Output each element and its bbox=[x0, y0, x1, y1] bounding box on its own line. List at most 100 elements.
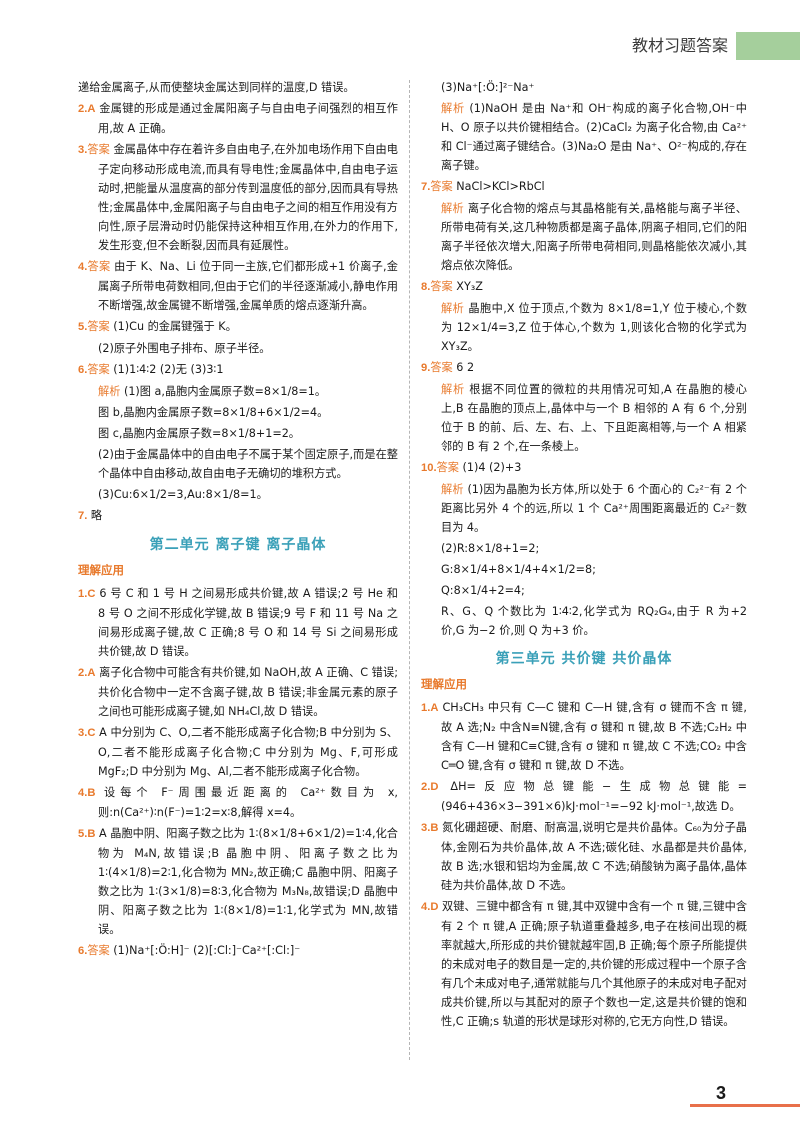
page-number: 3 bbox=[716, 1083, 727, 1103]
item-continuation: (2)原子外围电子排布、原子半径。 bbox=[98, 342, 271, 355]
item-text: 6 号 C 和 1 号 H 之间易形成共价键,故 A 错误;2 号 He 和 8… bbox=[98, 587, 398, 658]
section-heading: 理解应用 bbox=[421, 677, 467, 691]
answer-item: 2.A 离子化合物中可能含有共价键,如 NaOH,故 A 正确、C 错误;共价化… bbox=[78, 663, 398, 721]
item-number: 2.D bbox=[421, 781, 439, 793]
answer-item: 10.答案 (1)4 (2)+3 bbox=[421, 458, 747, 478]
item-number: 2.A bbox=[78, 103, 96, 115]
answer-item: 3.B 氮化硼超硬、耐磨、耐高温,说明它是共价晶体。C₆₀为分子晶体,金刚石为共… bbox=[421, 818, 747, 895]
answer-item: 1.C 6 号 C 和 1 号 H 之间易形成共价键,故 A 错误;2 号 He… bbox=[78, 584, 398, 661]
answer-tag: 答案 bbox=[87, 320, 110, 333]
item-text: (1)Na⁺[:Ö:H]⁻ (2)[:Cl:]⁻Ca²⁺[:Cl:]⁻ bbox=[113, 944, 301, 957]
answer-tag: 答案 bbox=[87, 260, 111, 273]
item-text: 由于 K、Na、Li 位于同一主族,它们都形成+1 价离子,金属离子所带电荷数相… bbox=[98, 260, 398, 312]
item-number: 3.C bbox=[78, 727, 96, 739]
answer-tag: 答案 bbox=[430, 361, 453, 374]
explanation-tag: 解析 bbox=[441, 202, 464, 215]
answer-item: 5.B A 晶胞中阴、阳离子数之比为 1∶(8×1/8+6×1/2)=1∶4,化… bbox=[78, 824, 398, 939]
explanation: 解析 根据不同位置的微粒的共用情况可知,A 在晶胞的棱心上,B 在晶胞的顶点上,… bbox=[421, 380, 747, 456]
header-accent-tab bbox=[736, 32, 800, 60]
answer-tag: 答案 bbox=[87, 363, 110, 376]
left-column: 递给金属离子,从而使整块金属达到同样的温度,D 错误。 2.A 金属键的形成是通过… bbox=[78, 78, 398, 963]
answer-item: 3.答案 金属晶体中存在着许多自由电子,在外加电场作用下自由电子定向移动形成电流… bbox=[78, 140, 398, 255]
item-text: 氮化硼超硬、耐磨、耐高温,说明它是共价晶体。C₆₀为分子晶体,金刚石为共价晶体,… bbox=[441, 821, 747, 892]
explanation-text: (1)NaOH 是由 Na⁺和 OH⁻构成的离子化合物,OH⁻中 H、O 原子以… bbox=[441, 102, 747, 172]
answer-item: 6.答案 (1)Na⁺[:Ö:H]⁻ (2)[:Cl:]⁻Ca²⁺[:Cl:]⁻ bbox=[78, 941, 398, 961]
item-text: (1)4 (2)+3 bbox=[462, 461, 522, 474]
answer-tag: 答案 bbox=[430, 280, 453, 293]
explanation-text: 离子化合物的熔点与其晶格能有关,晶格能与离子半径、所带电荷有关,这几种物质都是离… bbox=[441, 202, 747, 272]
answer-item: 3.C A 中分别为 C、O,二者不能形成离子化合物;B 中分别为 S、O,二者… bbox=[78, 723, 398, 781]
header-title: 教材习题答案 bbox=[631, 36, 728, 55]
answer-item: 6.答案 (1)1∶4∶2 (2)无 (3)3∶1 bbox=[78, 360, 398, 380]
explanation-tag: 解析 bbox=[441, 102, 465, 115]
explanation-tag: 解析 bbox=[441, 483, 464, 496]
item-number: 1.A bbox=[421, 702, 439, 714]
explanation-tag: 解析 bbox=[98, 385, 121, 398]
item-text: ΔH=反应物总键能−生成物总键能=(946+436×3−391×6)kJ·mol… bbox=[441, 780, 747, 813]
section-heading: 理解应用 bbox=[78, 563, 124, 577]
explanation: 解析 离子化合物的熔点与其晶格能有关,晶格能与离子半径、所带电荷有关,这几种物质… bbox=[421, 199, 747, 275]
answer-tag: 答案 bbox=[87, 143, 110, 156]
text-continuation: 递给金属离子,从而使整块金属达到同样的温度,D 错误。 bbox=[78, 81, 355, 94]
right-column: (3)Na⁺[:Ö:]²⁻Na⁺ 解析 (1)NaOH 是由 Na⁺和 OH⁻构成… bbox=[421, 78, 747, 1033]
item-number: 3. bbox=[78, 144, 88, 156]
item-text: 6 2 bbox=[456, 361, 475, 374]
item-text: 离子化合物中可能含有共价键,如 NaOH,故 A 正确、C 错误;共价化合物中一… bbox=[98, 666, 398, 718]
answer-item: 4.D 双键、三键中都含有 π 键,其中双键中含有一个 π 键,三键中含有 2 … bbox=[421, 897, 747, 1031]
answer-item: 2.D ΔH=反应物总键能−生成物总键能=(946+436×3−391×6)kJ… bbox=[421, 777, 747, 816]
item-number: 2.A bbox=[78, 667, 96, 679]
item-number: 6. bbox=[78, 945, 88, 957]
item-number: 9. bbox=[421, 362, 431, 374]
item-text: XY₃Z bbox=[456, 280, 483, 293]
item-number: 5.B bbox=[78, 828, 96, 840]
item-number: 4.B bbox=[78, 787, 96, 799]
item-text: 金属键的形成是通过金属阳离子与自由电子间强烈的相互作用,故 A 正确。 bbox=[98, 102, 398, 135]
item-continuation: 图 c,晶胞内金属原子数=8×1/8+1=2。 bbox=[98, 427, 300, 440]
answer-tag: 答案 bbox=[430, 180, 453, 193]
unit-title: 第三单元 共价键 共价晶体 bbox=[495, 651, 673, 667]
item-number: 8. bbox=[421, 281, 431, 293]
explanation-tag: 解析 bbox=[441, 302, 465, 315]
answer-item: 2.A 金属键的形成是通过金属阳离子与自由电子间强烈的相互作用,故 A 正确。 bbox=[78, 99, 398, 138]
explanation-text: (1)因为晶胞为长方体,所以处于 6 个面心的 C₂²⁻有 2 个距离比另外 4… bbox=[441, 483, 747, 534]
answer-item: 4.答案 由于 K、Na、Li 位于同一主族,它们都形成+1 价离子,金属离子所… bbox=[78, 257, 398, 315]
item-number: 10. bbox=[421, 462, 437, 474]
answer-item: 4.B 设每个 F⁻周围最近距离的 Ca²⁺数目为 x,则:n(Ca²⁺)∶n(… bbox=[78, 783, 398, 822]
explanation-tag: 解析 bbox=[441, 383, 465, 396]
explanation: 解析 晶胞中,X 位于顶点,个数为 8×1/8=1,Y 位于棱心,个数为 12×… bbox=[421, 299, 747, 356]
item-text: A 中分别为 C、O,二者不能形成离子化合物;B 中分别为 S、O,二者不能形成… bbox=[98, 726, 398, 778]
item-number: 5. bbox=[78, 321, 88, 333]
unit-title: 第二单元 离子键 离子晶体 bbox=[149, 537, 327, 553]
explanation: 解析 (1)图 a,晶胞内金属原子数=8×1/8=1。 bbox=[78, 382, 398, 401]
answer-tag: 答案 bbox=[87, 944, 110, 957]
item-number: 4. bbox=[78, 261, 88, 273]
item-text: 双键、三键中都含有 π 键,其中双键中含有一个 π 键,三键中含有 2 个 π … bbox=[441, 900, 748, 1028]
answer-item: 5.答案 (1)Cu 的金属键强于 K。 bbox=[78, 317, 398, 337]
item-continuation: G:8×1/4+8×1/4+4×1/2=8; bbox=[441, 563, 596, 576]
item-text: NaCl>KCl>RbCl bbox=[456, 180, 545, 193]
item-number: 3.B bbox=[421, 822, 439, 834]
item-text: 略 bbox=[90, 509, 103, 522]
page-number-underline bbox=[690, 1104, 800, 1107]
item-continuation: (2)由于金属晶体中的自由电子不属于某个固定原子,而是在整个晶体中自由移动,故自… bbox=[98, 448, 398, 480]
explanation-text: 晶胞中,X 位于顶点,个数为 8×1/8=1,Y 位于棱心,个数为 12×1/4… bbox=[441, 302, 747, 353]
item-text: A 晶胞中阴、阳离子数之比为 1∶(8×1/8+6×1/2)=1∶4,化合物为 … bbox=[98, 827, 398, 936]
item-continuation: (3)Cu:6×1/2=3,Au:8×1/8=1。 bbox=[98, 488, 268, 501]
item-continuation: (2)R:8×1/8+1=2; bbox=[441, 542, 540, 555]
item-number: 6. bbox=[78, 364, 88, 376]
explanation: 解析 (1)因为晶胞为长方体,所以处于 6 个面心的 C₂²⁻有 2 个距离比另… bbox=[421, 480, 747, 537]
item-text: 设每个 F⁻周围最近距离的 Ca²⁺数目为 x,则:n(Ca²⁺)∶n(F⁻)=… bbox=[98, 786, 398, 819]
item-text: (1)1∶4∶2 (2)无 (3)3∶1 bbox=[113, 363, 224, 376]
answer-item: 1.A CH₃CH₃ 中只有 C—C 键和 C—H 键,含有 σ 键而不含 π … bbox=[421, 698, 747, 775]
answer-item: 7. 略 bbox=[78, 506, 398, 526]
answer-tag: 答案 bbox=[436, 461, 459, 474]
explanation: 解析 (1)NaOH 是由 Na⁺和 OH⁻构成的离子化合物,OH⁻中 H、O … bbox=[421, 99, 747, 175]
item-number: 7. bbox=[421, 181, 431, 193]
explanation-text: (1)图 a,晶胞内金属原子数=8×1/8=1。 bbox=[123, 385, 327, 398]
answer-item: 7.答案 NaCl>KCl>RbCl bbox=[421, 177, 747, 197]
item-continuation: (3)Na⁺[:Ö:]²⁻Na⁺ bbox=[441, 81, 535, 94]
item-continuation: 图 b,晶胞内金属原子数=8×1/8+6×1/2=4。 bbox=[98, 406, 329, 419]
answer-item: 8.答案 XY₃Z bbox=[421, 277, 747, 297]
item-continuation: R、G、Q 个数比为 1∶4∶2,化学式为 RQ₂G₄,由于 R 为+2 价,G… bbox=[441, 605, 747, 637]
item-number: 7. bbox=[78, 510, 88, 522]
